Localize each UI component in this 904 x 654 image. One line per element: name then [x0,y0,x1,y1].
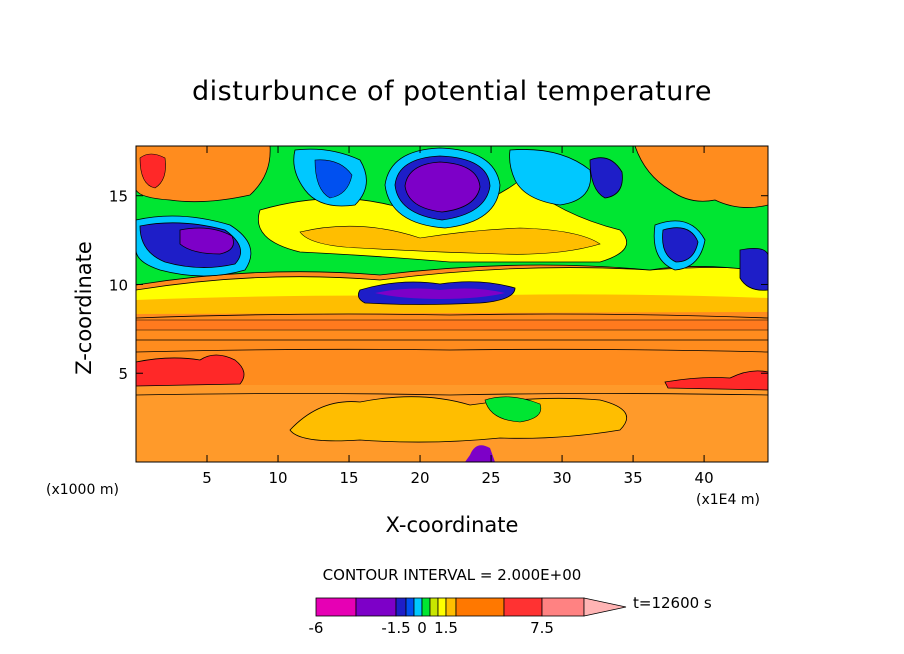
field-green-low [484,396,542,423]
colorbar-ticks: -6 -1.5 0 1.5 7.5 [309,619,554,637]
x-tick-label: 20 [410,469,429,487]
y-tick-label: 10 [109,276,128,294]
field-blue-right2 [662,227,699,263]
colorbar-segment [405,597,415,617]
y-tick-label: 15 [109,188,128,206]
x-axis-label: X-coordinate [385,513,519,537]
field-blue-edge [739,247,768,291]
x-axis: 5 10 15 20 25 30 35 40 [202,146,714,487]
x-tick-label: 25 [482,469,501,487]
colorbar-segment [541,597,585,617]
field-cyan-midright [509,149,592,206]
colorbar-segment [503,597,543,617]
field-blue-right [589,157,623,199]
colorbar-segment [413,597,423,617]
colorbar-tick-label: -6 [309,619,324,637]
field-blue-midleft [314,159,353,199]
colorbar-extend [583,597,627,617]
field-purple-top [404,161,481,213]
plot-frame [135,145,769,463]
colorbar-segment [421,597,431,617]
colorbar-segment [315,597,357,617]
contour-interval: CONTOUR INTERVAL = 2.000E+00 [322,566,582,584]
contour-lines [136,313,768,396]
colorbar-segment [429,597,439,617]
field-purple-bar [375,288,505,299]
x-tick-label: 15 [339,469,358,487]
field-red-topleft [139,153,166,189]
field-purple-left [179,227,234,255]
field-yellow-low [289,396,627,443]
y-unit-note: (x1E4 m) [696,492,760,508]
contour-field [136,146,768,462]
x-tick-label: 35 [624,469,643,487]
y-axis: 5 10 15 [109,188,768,383]
field-red-left [136,354,245,387]
field-purple-low [465,445,495,462]
colorbar-segment [395,597,407,617]
x-tick-label: 10 [268,469,287,487]
colorbar-segment [437,597,447,617]
y-axis-label: Z-coordinate [72,241,96,375]
colorbar-tick-label: 0 [417,619,427,637]
field-layer-1 [136,319,768,331]
colorbar-tick-label: -1.5 [381,619,410,637]
colorbar-tick-label: 1.5 [434,619,458,637]
x-tick-label: 30 [553,469,572,487]
colorbar [315,597,627,617]
colorbar-segment [445,597,457,617]
x-tick-label: 5 [202,469,212,487]
x-unit-note: (x1000 m) [46,482,119,498]
field-orange-upper [299,225,601,255]
chart-title: disturbunce of potential temperature [192,76,712,107]
x-tick-label: 40 [695,469,714,487]
colorbar-segment [455,597,505,617]
time-label: t=12600 s [633,594,712,612]
field-orange-topright [634,146,768,208]
field-orange-topleft [136,146,271,203]
y-tick-label: 5 [118,365,128,383]
colorbar-segment [355,597,397,617]
colorbar-tick-label: 7.5 [530,619,554,637]
